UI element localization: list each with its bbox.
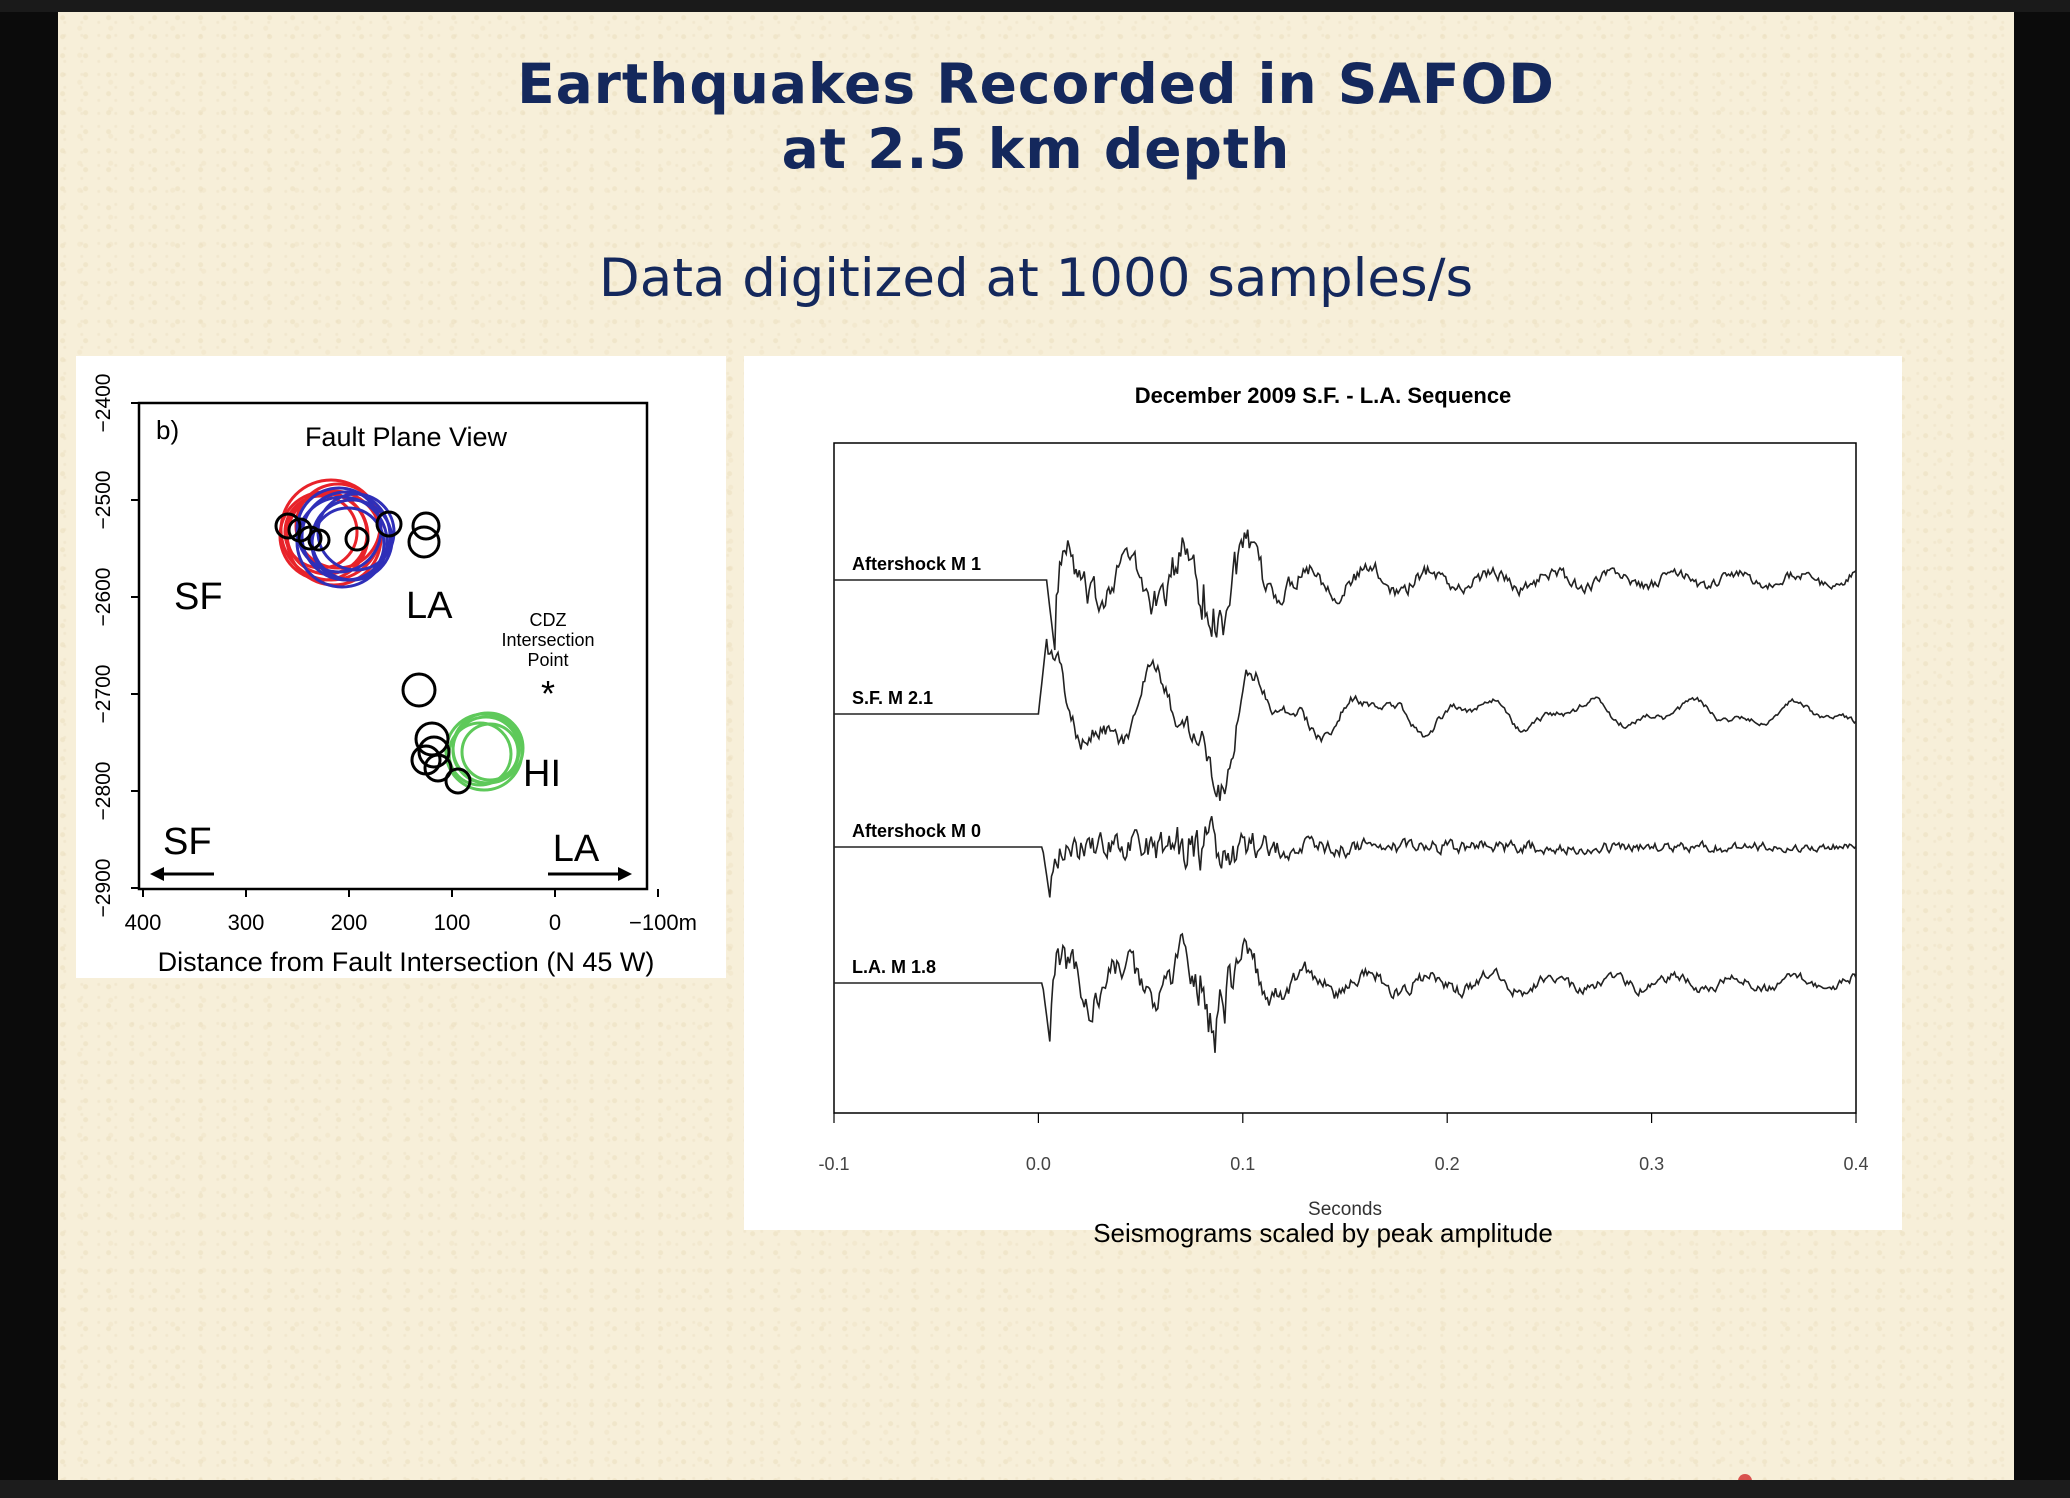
x-tick-label: 0	[549, 910, 561, 935]
event-circle	[344, 526, 370, 552]
x-tick-label: 200	[331, 910, 368, 935]
arrow-right-head	[618, 867, 632, 881]
y-tick-label: −2600	[92, 568, 115, 627]
x-tick-label: 0.0	[1026, 1154, 1051, 1174]
event-circle	[375, 510, 403, 538]
event-circle	[417, 735, 451, 769]
seismogram-figure: December 2009 S.F. - L.A. Sequence After…	[744, 356, 1902, 1230]
fault-plot-xlabel: Distance from Fault Intersection (N 45 W…	[158, 947, 655, 977]
chart-title: December 2009 S.F. - L.A. Sequence	[1135, 383, 1512, 408]
sf-cluster-label: SF	[174, 576, 223, 618]
event-circle	[274, 512, 302, 540]
seismogram-trace	[834, 815, 1857, 898]
x-tick-label: −100m	[629, 910, 697, 935]
trace-label: S.F. M 2.1	[852, 688, 933, 708]
panel-label: b)	[156, 415, 179, 445]
laser-pointer-dot	[1738, 1474, 1752, 1480]
y-tick-label: −2900	[92, 859, 115, 918]
trace-label: Aftershock M 0	[852, 821, 981, 841]
trace-label: Aftershock M 1	[852, 554, 981, 574]
y-tick-label: −2500	[92, 471, 115, 530]
y-tick-label: −2700	[92, 665, 115, 724]
chart-xlabel: Seconds	[1308, 1199, 1382, 1220]
cdz-star-marker: *	[541, 673, 555, 714]
seismogram-traces: Aftershock M 1 S.F. M 2.1 Aftershock M 0 L.…	[834, 529, 1857, 1053]
seismogram-trace	[834, 638, 1857, 801]
arrow-left-head	[150, 867, 164, 881]
y-tick-label: −2800	[92, 762, 115, 821]
event-circle	[297, 525, 323, 551]
seismogram-trace	[834, 932, 1857, 1053]
figure-caption: Seismograms scaled by peak amplitude	[1093, 1218, 1553, 1248]
x-axis: 400 300 200 100 0 −100m	[125, 889, 697, 935]
event-circle	[401, 672, 437, 708]
slide-title-line1: Earthquakes Recorded in SAFOD	[517, 52, 1555, 116]
x-tick-label: 0.3	[1639, 1154, 1664, 1174]
cdz-label-line1: CDZ	[530, 610, 567, 630]
fault-plane-plot: −2400 −2500 −2600 −2700 −2800 −2900 400 300 200…	[92, 374, 697, 977]
chart-frame	[833, 442, 1857, 1114]
x-tick-label: 400	[125, 910, 162, 935]
seismogram-chart: December 2009 S.F. - L.A. Sequence After…	[818, 383, 1869, 1220]
arrow-left-label: SF	[163, 821, 212, 863]
x-tick-label: 0.1	[1230, 1154, 1255, 1174]
cdz-label-line3: Point	[527, 650, 568, 670]
plot-frame	[137, 401, 649, 891]
seismogram-trace	[834, 529, 1857, 651]
cdz-label-line2: Intersection	[501, 630, 594, 650]
window-top-bar	[0, 0, 2070, 12]
fault-plane-figure: −2400 −2500 −2600 −2700 −2800 −2900 400 300 200…	[76, 356, 726, 978]
hi-event-circle	[451, 715, 521, 785]
y-axis: −2400 −2500 −2600 −2700 −2800 −2900	[92, 374, 139, 918]
x-tick-label: 0.2	[1435, 1154, 1460, 1174]
x-tick-label: 100	[434, 910, 471, 935]
slide-title-line2: at 2.5 km depth	[781, 117, 1291, 181]
earthquake-circles	[274, 478, 525, 795]
x-tick-label: 0.4	[1843, 1154, 1868, 1174]
fault-plot-title: Fault Plane View	[305, 422, 508, 452]
window-bottom-bar	[0, 1480, 2070, 1498]
presentation-slide: Earthquakes Recorded in SAFOD at 2.5 km …	[58, 12, 2014, 1480]
event-circle	[444, 767, 472, 795]
chart-x-axis: -0.1 0.0 0.1 0.2 0.3 0.4	[818, 1113, 1869, 1174]
event-circle	[423, 753, 453, 783]
arrow-right-label: LA	[553, 828, 600, 870]
la-event-circle	[310, 506, 386, 582]
trace-label: L.A. M 1.8	[852, 957, 936, 977]
x-tick-label: 300	[228, 910, 265, 935]
event-circle	[407, 525, 441, 559]
event-circle	[307, 528, 331, 552]
slide-subtitle: Data digitized at 1000 samples/s	[598, 248, 1474, 309]
hi-cluster-label: HI	[523, 753, 561, 795]
x-tick-label: -0.1	[818, 1154, 849, 1174]
la-cluster-label: LA	[406, 585, 453, 627]
event-circle	[411, 511, 441, 541]
y-tick-label: −2400	[92, 374, 115, 433]
